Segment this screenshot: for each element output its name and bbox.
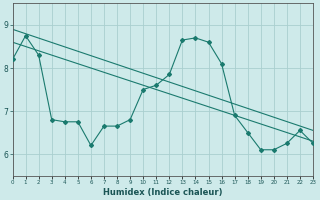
X-axis label: Humidex (Indice chaleur): Humidex (Indice chaleur) [103,188,222,197]
